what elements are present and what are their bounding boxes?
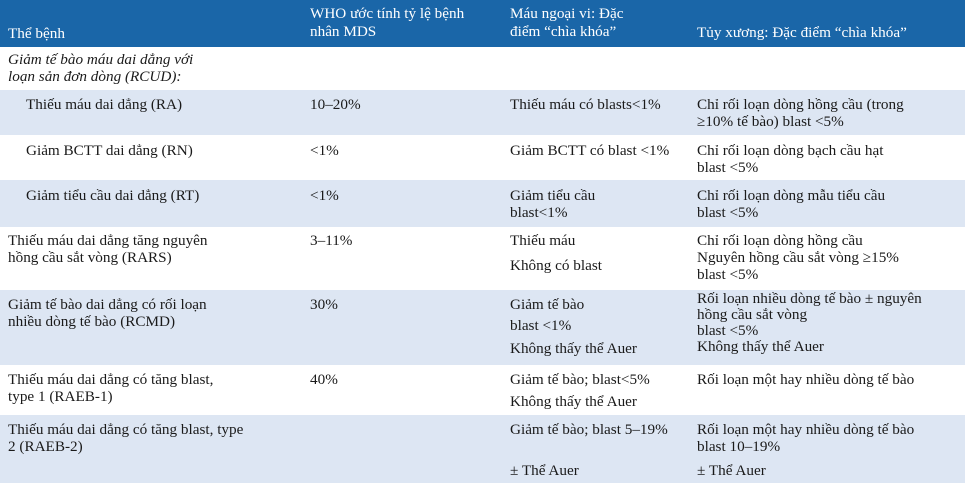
who-percent: 40% <box>310 371 338 388</box>
who-percent: 3–11% <box>310 232 353 249</box>
disease-name: Thiếu máu dai dẳng có tăng blast, type 1… <box>8 371 214 405</box>
bone-marrow: Chỉ rối loạn dòng bạch cầu hạt blast <5% <box>697 142 884 176</box>
table-header: Thể bệnh WHO ước tính tỷ lệ bệnh nhân MD… <box>0 0 965 47</box>
peripheral-blood: Giảm tế bào; blast<5% Không thấy thể Aue… <box>510 371 650 410</box>
peripheral-blood: Giảm tế bào blast <1% Không thấy thể Aue… <box>510 296 637 357</box>
who-percent: 30% <box>310 296 338 313</box>
peripheral-blood: Giảm BCTT có blast <1% <box>510 142 670 159</box>
peripheral-blood: Thiếu máu có blasts<1% <box>510 96 661 113</box>
who-percent: 10–20% <box>310 96 361 113</box>
bone-marrow: Chỉ rối loạn dòng mẫu tiểu cầu blast <5% <box>697 187 886 221</box>
header-disease-type: Thể bệnh <box>8 25 65 42</box>
header-who-estimate: WHO ước tính tỷ lệ bệnh nhân MDS <box>310 5 465 40</box>
peripheral-blood: Giảm tiểu cầu blast<1% <box>510 187 596 221</box>
disease-name: Giảm tiểu cầu dai dẳng (RT) <box>26 187 200 204</box>
table-row: Giảm tế bào dai dẳng có rối loạn nhiều d… <box>0 290 965 365</box>
table-row: Giảm BCTT dai dẳng (RN) <1% Giảm BCTT có… <box>0 135 965 180</box>
bone-marrow: Chỉ rối loạn dòng hồng cầu Nguyên hồng c… <box>697 232 899 283</box>
who-percent: <1% <box>310 142 339 159</box>
header-bone-marrow: Tủy xương: Đặc điểm “chìa khóa” <box>697 24 907 41</box>
group-title: Giảm tế bào máu dai dẳng với loạn sản đơ… <box>8 51 194 85</box>
table-row: Thiếu máu dai dẳng (RA) 10–20% Thiếu máu… <box>0 90 965 135</box>
bone-marrow: Rối loạn một hay nhiều dòng tế bào <box>697 371 915 388</box>
disease-name: Giảm BCTT dai dẳng (RN) <box>26 142 193 159</box>
peripheral-blood: Giảm tế bào; blast 5–19% ± Thể Auer <box>510 421 668 479</box>
bone-marrow: Rối loạn nhiều dòng tế bào ± nguyên hồng… <box>697 290 922 355</box>
group-row-rcud: Giảm tế bào máu dai dẳng với loạn sản đơ… <box>0 47 965 90</box>
disease-name: Thiếu máu dai dẳng có tăng blast, type 2… <box>8 421 244 455</box>
who-percent: <1% <box>310 187 339 204</box>
disease-name: Thiếu máu dai dẳng (RA) <box>26 96 183 113</box>
peripheral-blood: Thiếu máu Không có blast <box>510 232 602 274</box>
header-peripheral-blood: Máu ngoại vi: Đặc điểm “chìa khóa” <box>510 5 624 40</box>
bone-marrow: Chỉ rối loạn dòng hồng cầu (trong ≥10% t… <box>697 96 904 130</box>
table-row: Thiếu máu dai dẳng tăng nguyên hồng cầu … <box>0 227 965 290</box>
disease-name: Thiếu máu dai dẳng tăng nguyên hồng cầu … <box>8 232 208 266</box>
table-row: Thiếu máu dai dẳng có tăng blast, type 1… <box>0 365 965 415</box>
table-row: Thiếu máu dai dẳng có tăng blast, type 2… <box>0 415 965 483</box>
table-row: Giảm tiểu cầu dai dẳng (RT) <1% Giảm tiể… <box>0 180 965 227</box>
disease-name: Giảm tế bào dai dẳng có rối loạn nhiều d… <box>8 296 207 330</box>
bone-marrow: Rối loạn một hay nhiều dòng tế bào blast… <box>697 421 915 479</box>
